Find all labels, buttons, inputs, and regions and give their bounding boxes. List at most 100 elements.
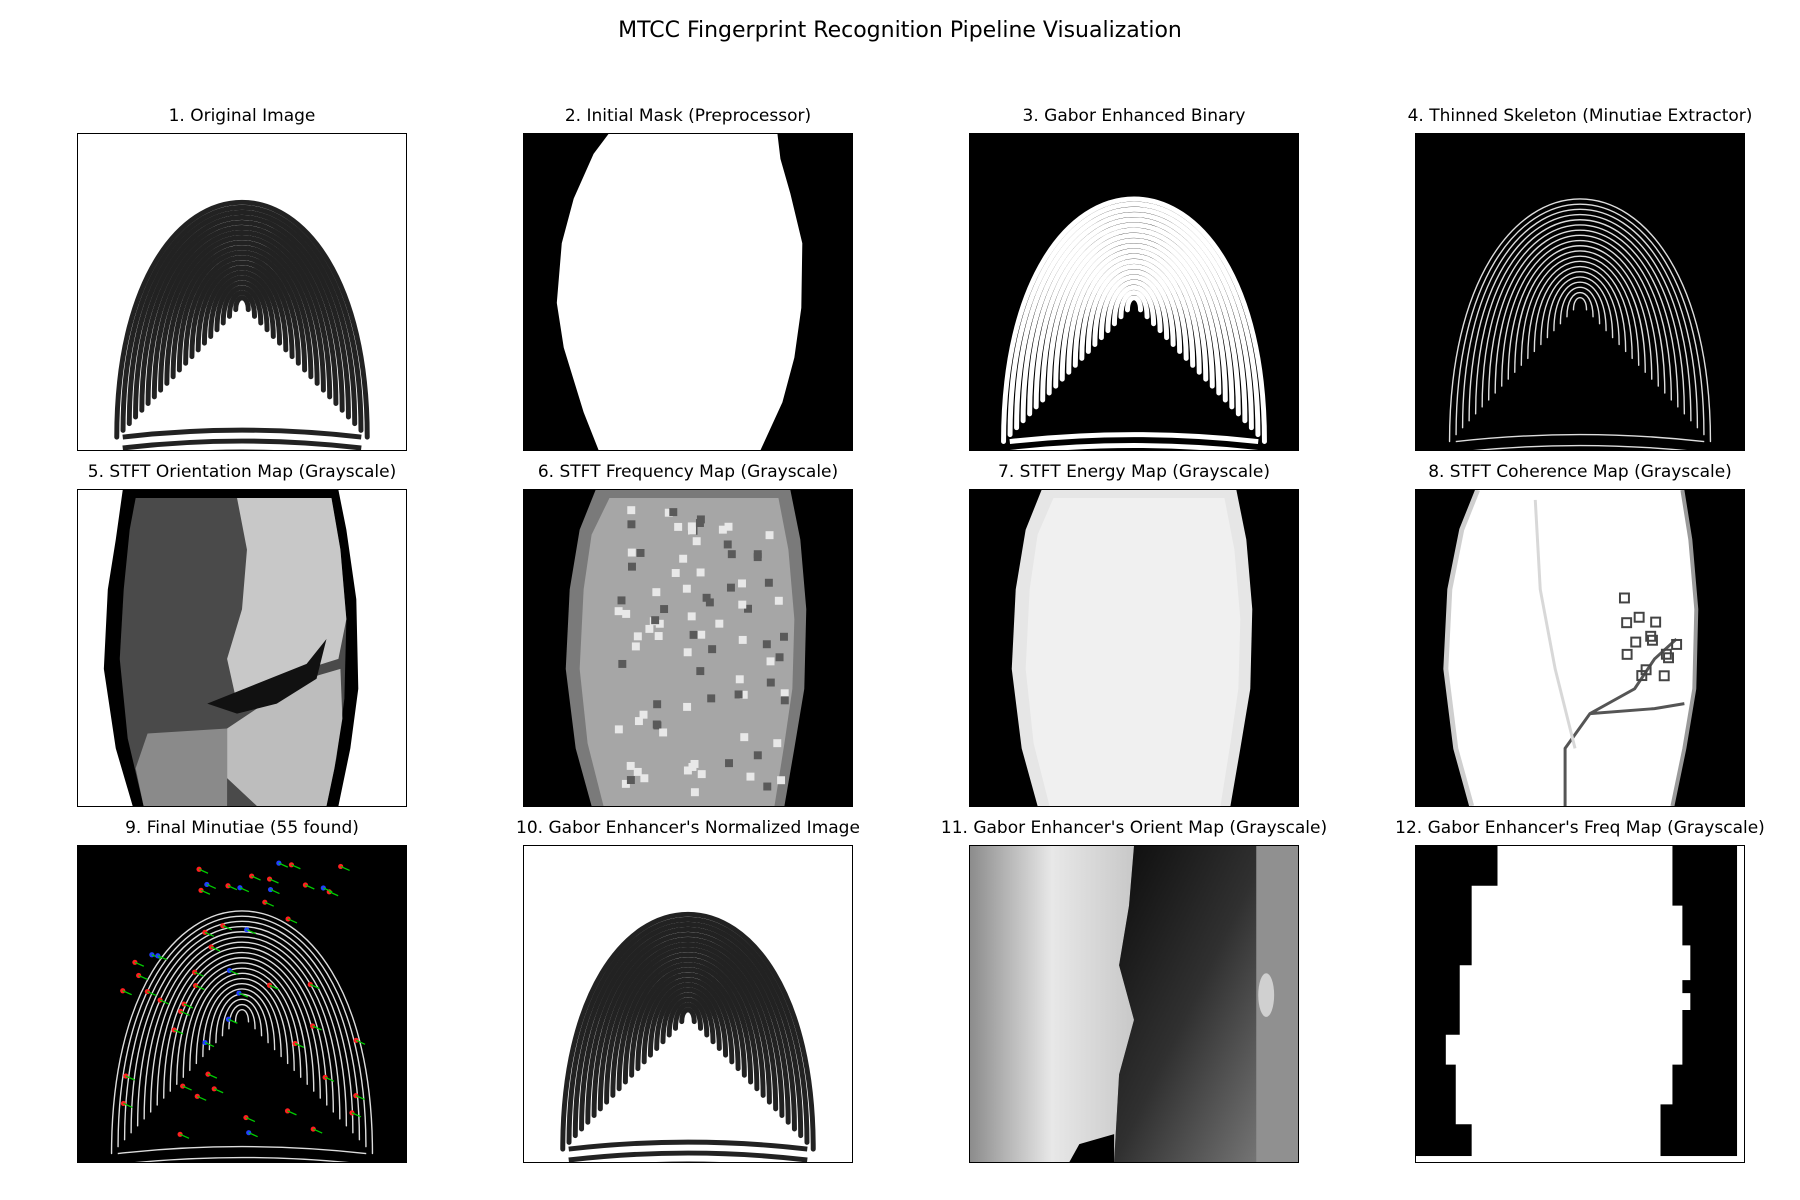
minutia-point bbox=[192, 969, 198, 975]
minutia-direction bbox=[157, 955, 168, 961]
minutia-direction bbox=[207, 1073, 218, 1079]
minutia-direction bbox=[287, 918, 298, 924]
panel-title: 10. Gabor Enhancer's Normalized Image bbox=[516, 818, 860, 838]
minutia-direction bbox=[340, 865, 350, 872]
stft-frequency-image bbox=[523, 489, 853, 807]
panel-stft-frequency: 6. STFT Frequency Map (Grayscale) bbox=[523, 462, 853, 807]
minutia-point bbox=[276, 860, 282, 866]
minutia-direction bbox=[264, 901, 275, 907]
minutia-direction bbox=[222, 925, 232, 931]
minutia-direction bbox=[122, 990, 132, 996]
minutia-direction bbox=[179, 1133, 190, 1139]
minutia-direction bbox=[245, 1116, 256, 1123]
normalized-image bbox=[523, 845, 853, 1163]
minutia-point bbox=[236, 990, 242, 996]
minutia-direction bbox=[270, 888, 280, 895]
minutia-direction bbox=[248, 1132, 258, 1138]
minutia-direction bbox=[147, 990, 157, 997]
minutia-point bbox=[249, 873, 255, 879]
panel-gabor-orient: 11. Gabor Enhancer's Orient Map (Graysca… bbox=[941, 818, 1327, 1163]
minutia-direction bbox=[239, 887, 250, 893]
minutia-point bbox=[225, 883, 231, 889]
minutia-direction bbox=[204, 931, 215, 937]
panel-title: 6. STFT Frequency Map (Grayscale) bbox=[537, 462, 839, 482]
minutia-point bbox=[202, 929, 208, 935]
minutia-point bbox=[204, 881, 210, 888]
minutia-point bbox=[171, 1027, 177, 1033]
minutia-point bbox=[266, 876, 273, 882]
minutia-direction bbox=[312, 1025, 322, 1031]
panel-initial-mask: 2. Initial Mask (Preprocessor) bbox=[523, 106, 853, 451]
minutia-point bbox=[322, 1074, 328, 1080]
panel-stft-coherence: 8. STFT Coherence Map (Grayscale) bbox=[1415, 462, 1745, 807]
minutia-point bbox=[202, 1040, 208, 1046]
minutia-point bbox=[292, 1040, 298, 1047]
minutia-point bbox=[307, 981, 313, 988]
minutia-point bbox=[123, 1073, 129, 1079]
panel-title: 7. STFT Energy Map (Grayscale) bbox=[998, 462, 1270, 482]
minutia-point bbox=[226, 967, 233, 974]
minutia-direction bbox=[351, 1112, 362, 1118]
minutia-point bbox=[132, 959, 138, 965]
minutia-point bbox=[310, 1126, 316, 1132]
minutia-direction bbox=[278, 862, 289, 868]
minutia-point bbox=[338, 863, 344, 870]
minutia-direction bbox=[138, 974, 148, 981]
minutia-direction bbox=[123, 1102, 133, 1109]
panel-title: 4. Thinned Skeleton (Minutiae Extractor) bbox=[1407, 106, 1753, 126]
minutia-point bbox=[243, 1115, 249, 1121]
panel-title: 9. Final Minutiae (55 found) bbox=[125, 818, 359, 838]
gabor-orient-image bbox=[969, 845, 1299, 1163]
panel-gabor-binary: 3. Gabor Enhanced Binary bbox=[969, 106, 1299, 451]
panel-stft-orientation: 5. STFT Orientation Map (Grayscale) bbox=[77, 462, 407, 807]
minutia-direction bbox=[269, 878, 279, 884]
thinned-skeleton-image bbox=[1415, 133, 1745, 451]
stft-coherence-image bbox=[1415, 489, 1745, 807]
minutia-direction bbox=[323, 887, 333, 893]
minutia-point bbox=[205, 1071, 211, 1077]
minutia-direction bbox=[312, 1128, 323, 1134]
minutia-direction bbox=[196, 1095, 207, 1101]
minutia-direction bbox=[229, 969, 239, 976]
minutia-point bbox=[180, 1083, 186, 1089]
minutia-direction bbox=[228, 1018, 238, 1024]
minutia-direction bbox=[246, 929, 256, 935]
minutia-direction bbox=[195, 984, 205, 991]
original-image bbox=[77, 133, 407, 451]
minutia-direction bbox=[182, 1085, 192, 1091]
minutia-direction bbox=[324, 1076, 335, 1082]
minutia-direction bbox=[194, 971, 204, 977]
minutia-point bbox=[237, 885, 243, 891]
panel-original-image: 1. Original Image bbox=[77, 106, 407, 451]
minutia-point bbox=[353, 1037, 359, 1043]
minutia-direction bbox=[210, 946, 221, 952]
minutia-direction bbox=[198, 868, 209, 874]
stft-orientation-image bbox=[77, 489, 407, 807]
panel-title: 8. STFT Coherence Map (Grayscale) bbox=[1428, 462, 1732, 482]
minutia-point bbox=[288, 862, 295, 868]
minutia-point bbox=[198, 887, 204, 893]
minutia-direction bbox=[227, 885, 238, 891]
minutia-direction bbox=[355, 1095, 366, 1101]
minutia-direction bbox=[125, 1075, 135, 1081]
minutia-point bbox=[177, 1131, 183, 1137]
final-minutiae-image bbox=[77, 845, 407, 1163]
panel-gabor-freq: 12. Gabor Enhancer's Freq Map (Grayscale… bbox=[1395, 818, 1765, 1163]
minutia-direction bbox=[310, 983, 320, 990]
minutia-point bbox=[155, 953, 161, 959]
gabor-freq-image bbox=[1415, 845, 1745, 1163]
minutia-direction bbox=[251, 875, 261, 881]
minutia-direction bbox=[328, 891, 339, 897]
minutia-direction bbox=[159, 999, 170, 1005]
minutia-direction bbox=[213, 1088, 224, 1094]
panel-title: 2. Initial Mask (Preprocessor) bbox=[564, 106, 812, 126]
minutia-point bbox=[302, 882, 308, 888]
minutia-direction bbox=[291, 864, 301, 870]
minutia-point bbox=[149, 952, 155, 958]
minutia-direction bbox=[269, 984, 279, 990]
minutia-point bbox=[320, 885, 326, 891]
panel-title: 12. Gabor Enhancer's Freq Map (Grayscale… bbox=[1395, 818, 1765, 838]
minutia-point bbox=[178, 1008, 184, 1014]
gabor-binary-image bbox=[969, 133, 1299, 451]
panel-title: 3. Gabor Enhanced Binary bbox=[1022, 106, 1246, 126]
